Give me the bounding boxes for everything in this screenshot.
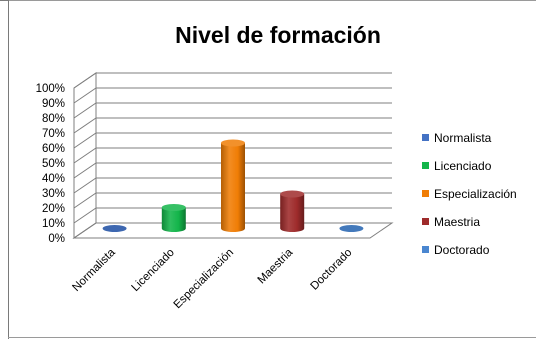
bar-body [161,207,186,233]
bar-especialización [221,139,245,233]
frame-corner [0,0,8,1]
legend-swatch [422,218,429,225]
gridline [73,72,392,89]
y-tick-label: 40% [42,173,65,185]
gridline [73,117,392,134]
x-tick-label: Especialización [172,247,237,312]
frame-top-border [0,0,536,1]
y-tick-label: 50% [42,158,65,170]
legend-swatch [422,190,429,197]
bars [102,139,364,233]
legend-label: Especialización [434,187,517,201]
gridline [73,147,392,164]
bar-top [280,190,305,198]
legend: Normalista Licenciado Especialización Maest… [422,131,517,257]
bar-top [161,204,186,211]
y-tick-label: 0% [48,233,65,245]
frame-left-border [8,0,9,339]
legend-swatch [422,162,429,169]
y-tick-label: 60% [42,143,65,155]
bar-maestria [280,190,305,233]
bar-doctorado [339,225,364,232]
y-axis-ticks: 0% 10% 20% 30% 40% 50% 60% 70% 80% 90% 100% [36,83,65,245]
legend-label: Normalista [434,131,492,145]
bar-base [339,225,364,232]
x-tick-label: Normalista [70,246,118,294]
x-tick-label: Licenciado [130,247,177,294]
y-tick-label: 10% [42,218,65,230]
gridline [73,102,392,119]
legend-label: Licenciado [434,159,492,173]
y-tick-label: 70% [42,128,65,140]
bar-licenciado [161,204,186,233]
legend-swatch [422,246,429,253]
y-tick-label: 90% [42,98,65,110]
bar-base [102,225,127,232]
gridline [73,132,392,149]
legend-label: Doctorado [434,243,490,257]
bar-body [221,143,245,233]
legend-swatch [422,134,429,141]
gridline [73,162,392,179]
bar-normalista [102,225,127,232]
frame-bottom-border [8,337,536,338]
legend-label: Maestria [434,215,480,229]
gridline [73,177,392,194]
y-tick-label: 80% [42,113,65,125]
x-tick-label: Maestria [256,246,296,286]
bar-top [221,139,245,147]
y-tick-label: 20% [42,203,65,215]
gridline [73,87,392,104]
bar-body [280,194,305,233]
y-tick-label: 30% [42,188,65,200]
chart-title: Nivel de formación [175,22,381,48]
x-tick-label: Doctorado [309,247,355,293]
y-tick-label: 100% [36,83,65,95]
